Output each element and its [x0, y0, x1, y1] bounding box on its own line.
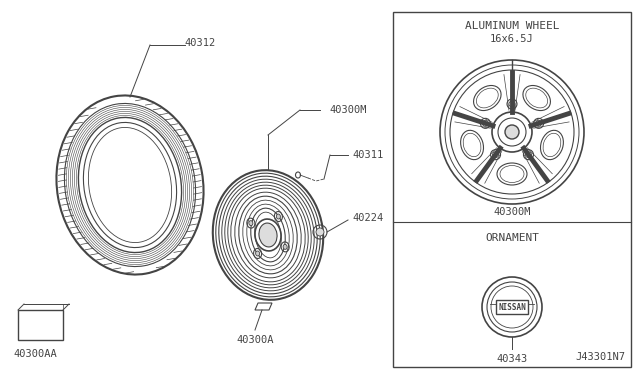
Text: 40311: 40311 [353, 150, 383, 160]
Ellipse shape [249, 221, 253, 226]
Bar [496, 300, 528, 314]
Bar [393, 12, 631, 367]
Text: ORNAMENT: ORNAMENT [485, 233, 539, 243]
Bar [18, 310, 63, 340]
Text: 40312: 40312 [184, 38, 216, 48]
Ellipse shape [276, 214, 280, 219]
Text: J43301N7: J43301N7 [575, 352, 625, 362]
Ellipse shape [259, 223, 277, 247]
Text: 40343: 40343 [497, 354, 527, 364]
Text: 40300A: 40300A [236, 335, 274, 345]
Text: NISSAN: NISSAN [498, 302, 526, 311]
Text: 16x6.5J: 16x6.5J [490, 34, 534, 44]
Ellipse shape [283, 244, 287, 249]
Text: 40300M: 40300M [329, 105, 367, 115]
Ellipse shape [255, 251, 260, 256]
Text: 40300AA: 40300AA [13, 349, 57, 359]
Circle shape [505, 125, 519, 139]
Circle shape [316, 228, 324, 236]
Text: 40300M: 40300M [493, 207, 531, 217]
Text: ALUMINUM WHEEL: ALUMINUM WHEEL [465, 21, 559, 31]
Text: 40224: 40224 [353, 213, 383, 223]
